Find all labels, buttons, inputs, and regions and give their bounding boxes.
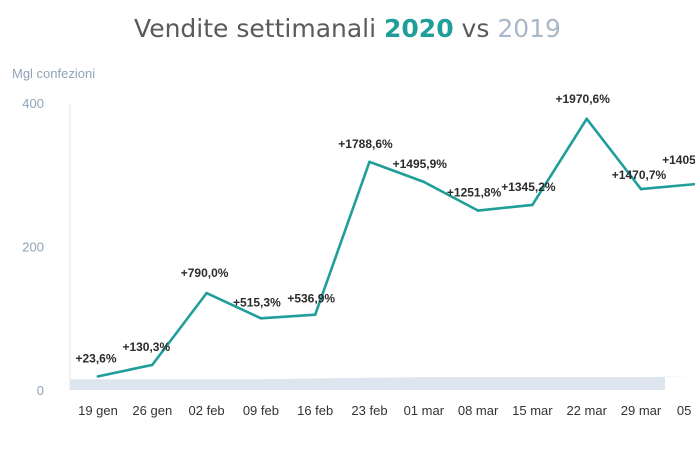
x-tick-label: 26 gen [132,403,172,418]
series-2020-point [259,316,263,320]
data-label: +1405,1% [662,153,695,167]
title-year-2020: 2020 [384,14,454,43]
x-tick-label: 22 mar [566,403,607,418]
series-2020-line [96,117,695,378]
series-2020-point [585,117,588,121]
y-tick-label: 200 [22,240,44,255]
x-tick-label: 19 gen [78,403,118,418]
y-axis-unit-label: Mgl confezioni [12,66,96,81]
x-tick-label: 08 mar [458,403,499,418]
title-year-2019: 2019 [497,14,561,43]
data-label: +1970,6% [556,92,611,106]
series-2020-layer [96,117,695,378]
series-2019-layer [70,376,695,390]
series-2020-point [639,187,643,191]
y-tick-label: 400 [22,96,44,111]
series-2020-point [368,160,371,164]
data-label: +23,6% [75,351,116,365]
title-prefix: Vendite settimanali [134,14,385,43]
x-tick-label: 29 mar [621,403,662,418]
series-2019-area [70,376,695,390]
x-tick-label: 23 feb [351,403,387,418]
series-2020-point [476,209,480,212]
x-tick-label: 09 feb [243,403,279,418]
series-2020-point [205,291,208,295]
chart-title: Vendite settimanali 2020 vs 2019 [0,14,695,43]
data-label: +1788,6% [338,137,393,151]
x-tick-label: 02 feb [189,403,225,418]
x-tick-label: 05 apr [677,403,695,418]
data-label: +1345,2% [501,180,556,194]
series-2020-point [422,180,426,184]
series-2020-point [151,363,154,367]
x-tick-label: 15 mar [512,403,553,418]
data-label: +1251,8% [447,186,502,200]
data-label: +536,9% [287,292,335,306]
data-label: +515,3% [233,295,281,309]
series-2020-point [531,203,534,207]
series-2020-point [96,375,100,378]
title-vs: vs [453,14,498,43]
x-tick-label: 16 feb [297,403,333,418]
data-label: +1470,7% [612,168,667,182]
data-label: +130,3% [122,340,170,354]
x-tick-label: 01 mar [404,403,445,418]
axes-layer: 0 200 400 19 gen 26 gen 02 feb 09 feb 16 feb 23 … [22,96,695,418]
y-tick-label: 0 [37,383,44,398]
data-label: +790,0% [181,266,229,280]
data-label: +1495,9% [393,157,448,171]
data-labels-layer: +23,6% +130,3% +790,0% +515,3% +536,9% +1788,… [75,92,695,366]
series-2020-point [313,313,317,316]
